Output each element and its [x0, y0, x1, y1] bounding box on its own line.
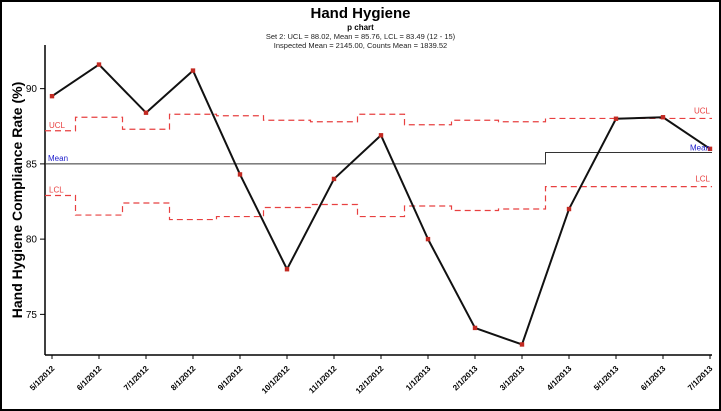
x-tick-label: 7/1/2012 [122, 364, 151, 393]
x-tick-label: 6/1/2013 [639, 364, 668, 393]
lcl-line [45, 186, 712, 221]
data-point-marker [331, 176, 337, 182]
x-tick-label: 5/1/2013 [592, 364, 621, 393]
ucl-label-left: UCL [49, 121, 66, 130]
data-point-marker [472, 325, 478, 331]
x-tick-label: 2/1/2013 [451, 364, 480, 393]
data-point-marker [566, 206, 572, 212]
x-tick-label: 11/1/2012 [307, 364, 339, 396]
lcl-label-right: LCL [695, 175, 710, 184]
x-tick-label: 5/1/2012 [28, 364, 57, 393]
data-point-marker [378, 133, 384, 138]
x-tick-label: 10/1/2012 [260, 364, 292, 396]
data-point-marker [425, 236, 431, 242]
lcl-label-left: LCL [49, 185, 64, 194]
y-tick-label: 85 [26, 159, 38, 170]
x-tick-label: 12/1/2012 [354, 364, 386, 396]
series-line [51, 63, 711, 346]
x-tick-label: 9/1/2012 [216, 364, 245, 393]
ucl-label-right: UCL [694, 106, 711, 115]
x-tick-label: 4/1/2013 [545, 364, 574, 393]
mean-label-right: Mean [690, 143, 710, 152]
ucl-line [45, 113, 712, 132]
x-tick-label: 3/1/2013 [498, 364, 527, 393]
x-tick-label: 8/1/2012 [169, 364, 198, 393]
x-tick-label: 1/1/2013 [404, 364, 433, 393]
data-point-marker [707, 146, 713, 152]
stats-line-1: Set 2: UCL = 88.02, Mean = 85.76, LCL = … [265, 32, 456, 41]
data-point-marker [237, 172, 243, 177]
y-tick-label: 75 [26, 310, 38, 321]
chart-subtitle: p chart [347, 23, 374, 32]
data-point-marker [613, 116, 619, 121]
data-point-marker [49, 93, 55, 99]
y-tick-label: 90 [26, 84, 38, 95]
x-tick-label: 6/1/2012 [75, 364, 104, 393]
data-point-marker [284, 267, 290, 272]
x-tick-label: 7/1/2013 [686, 364, 715, 393]
stats-line-2: Inspected Mean = 2145.00, Counts Mean = … [273, 41, 448, 50]
data-point-marker [519, 342, 525, 347]
y-tick-label: 80 [26, 235, 38, 246]
data-point-marker [143, 110, 149, 115]
data-point-marker [660, 115, 666, 120]
data-point-marker [190, 68, 196, 73]
mean-line [45, 151, 712, 165]
chart-title: Hand Hygiene [310, 5, 411, 22]
data-point-marker [96, 62, 102, 67]
mean-label-left: Mean [48, 154, 68, 163]
